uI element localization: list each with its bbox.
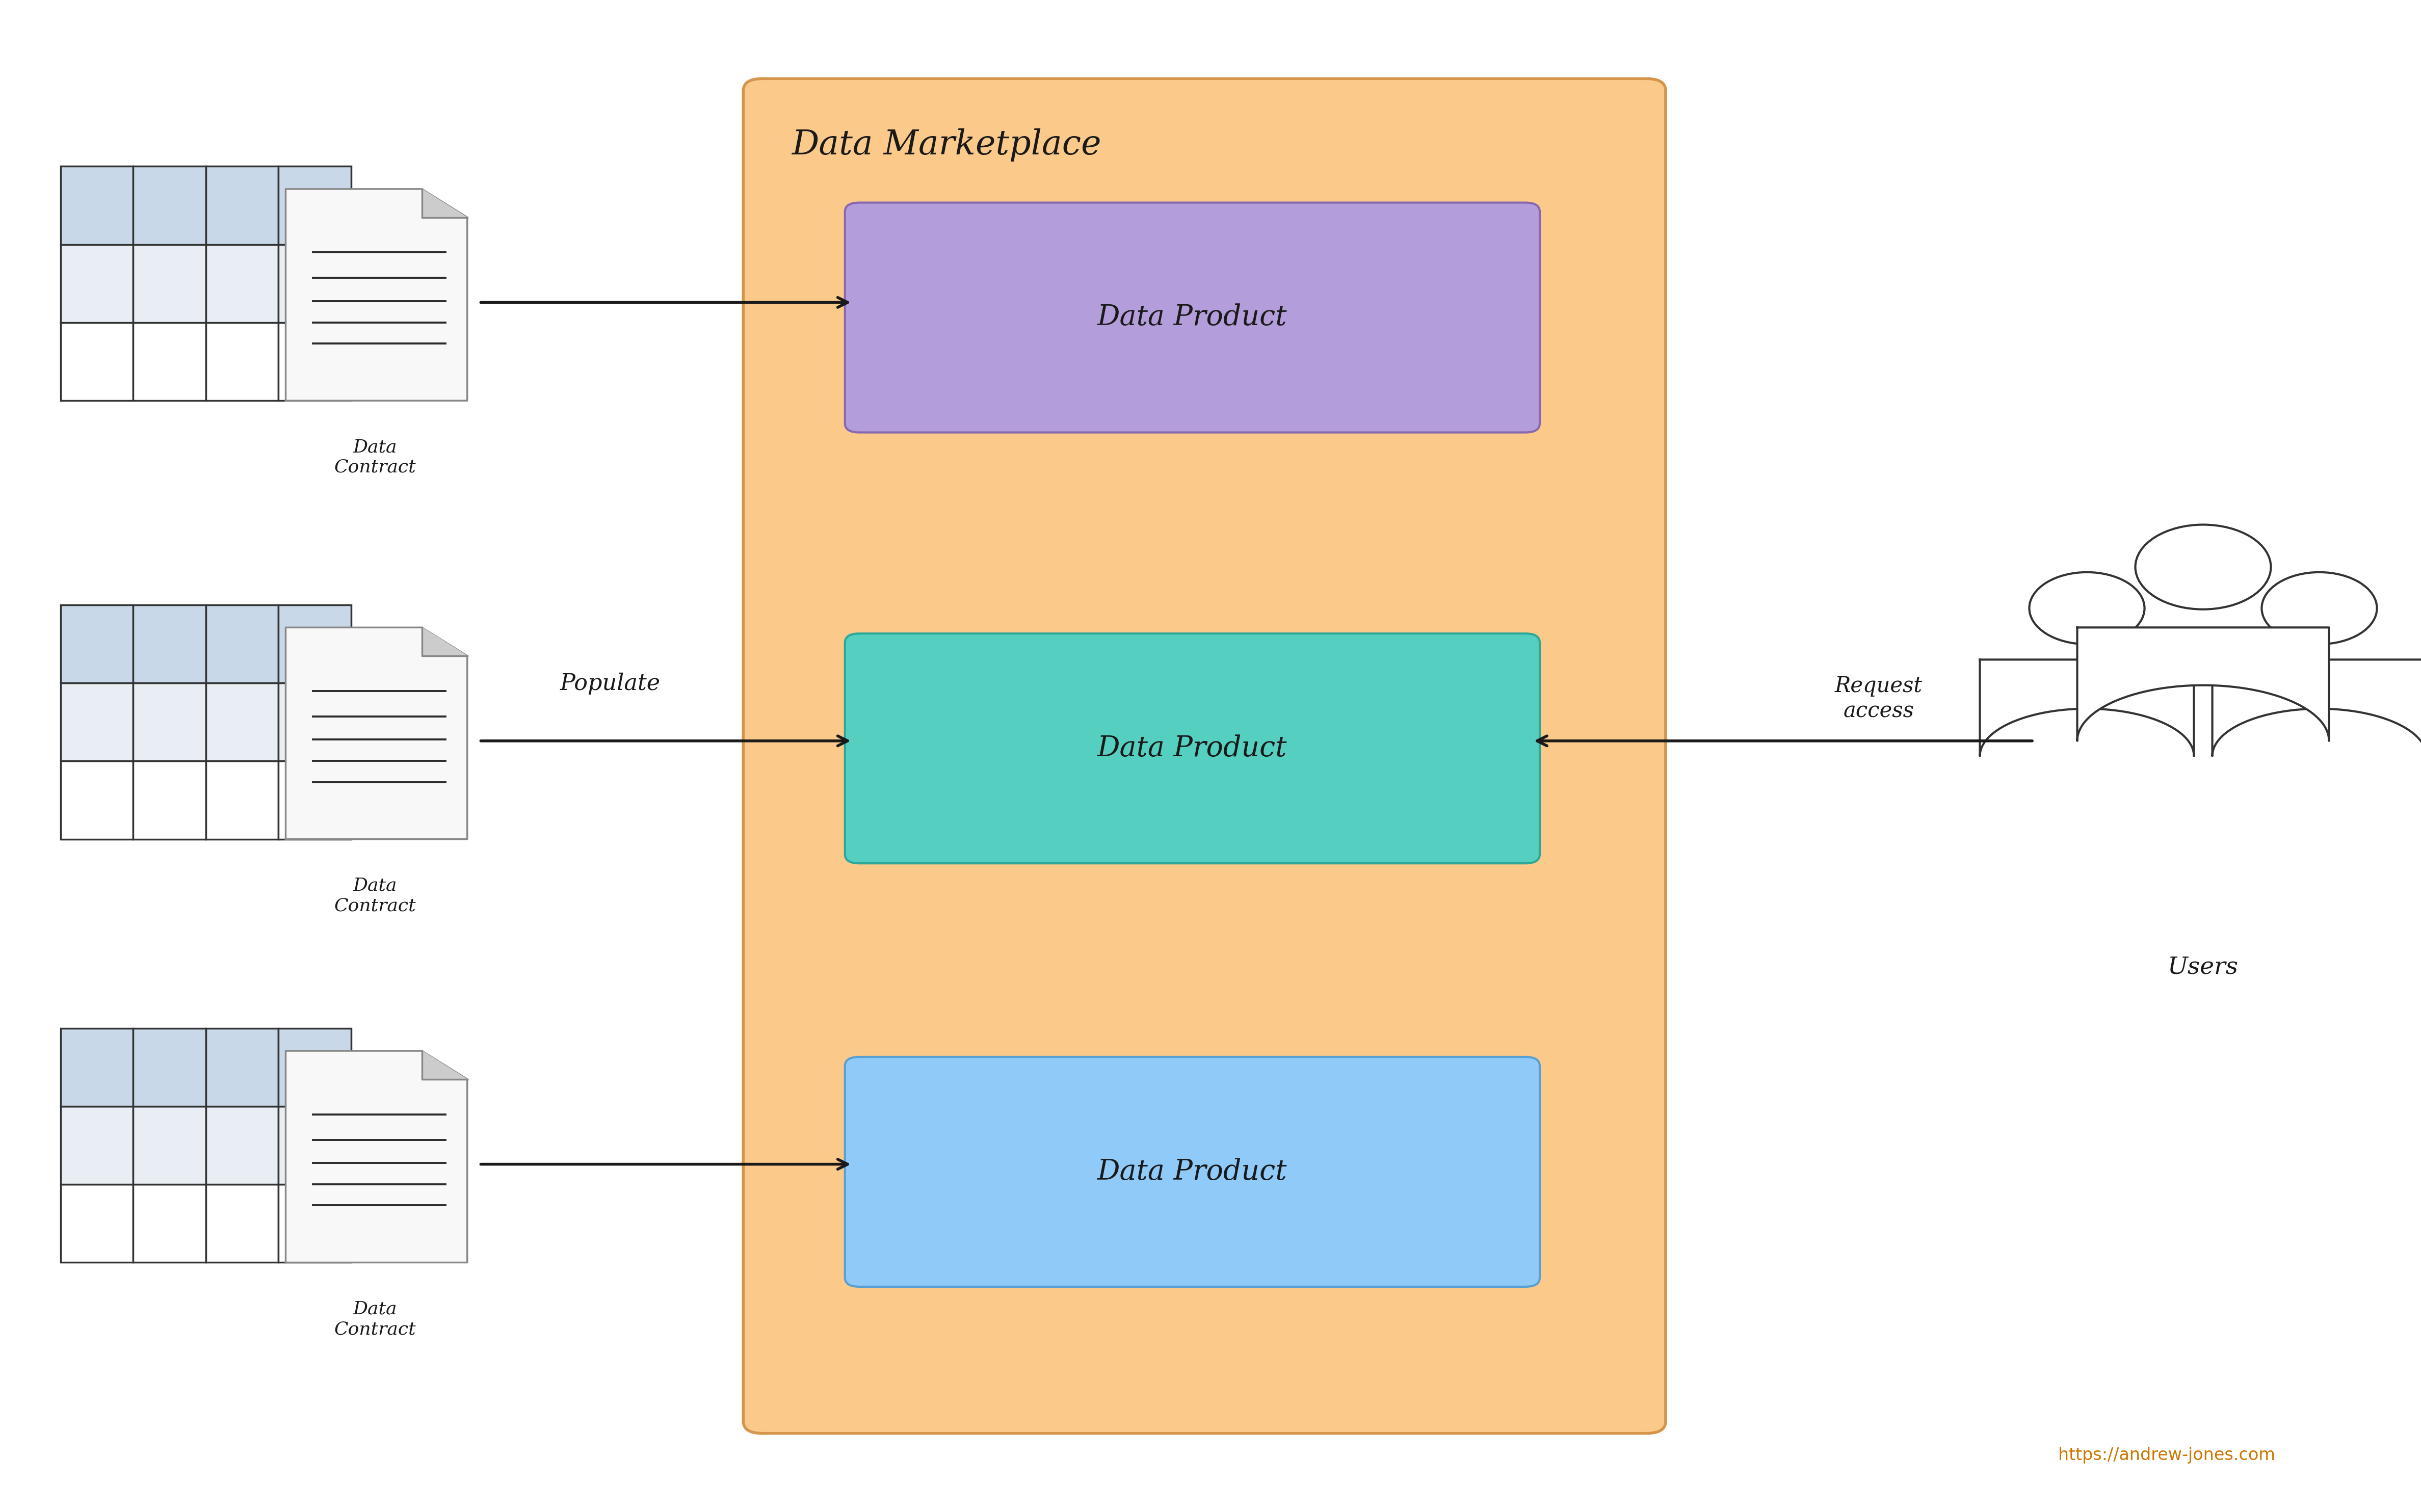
Text: Data Product: Data Product: [1097, 1158, 1288, 1185]
Bar: [61, 245, 133, 322]
Bar: [61, 322, 133, 401]
Text: Users: Users: [2167, 956, 2239, 978]
Bar: [61, 166, 133, 245]
Bar: [278, 166, 351, 245]
Bar: [206, 1107, 278, 1184]
Bar: [133, 166, 206, 245]
Polygon shape: [421, 189, 467, 218]
Bar: [133, 1028, 206, 1107]
Polygon shape: [421, 627, 467, 656]
Bar: [206, 1184, 278, 1263]
Text: Request
access: Request access: [1835, 676, 1922, 721]
FancyBboxPatch shape: [845, 1057, 1540, 1287]
Bar: [206, 1028, 278, 1107]
Polygon shape: [1980, 659, 2193, 756]
Bar: [206, 166, 278, 245]
FancyBboxPatch shape: [845, 203, 1540, 432]
Polygon shape: [286, 189, 467, 401]
Circle shape: [2261, 572, 2377, 644]
Bar: [278, 1184, 351, 1263]
Bar: [133, 605, 206, 683]
Bar: [133, 322, 206, 401]
Text: Populate: Populate: [559, 673, 661, 694]
FancyBboxPatch shape: [845, 634, 1540, 863]
Bar: [61, 761, 133, 839]
Text: https://andrew-jones.com: https://andrew-jones.com: [2058, 1447, 2276, 1464]
Bar: [61, 1028, 133, 1107]
Bar: [206, 761, 278, 839]
Bar: [206, 683, 278, 761]
Text: Data Marketplace: Data Marketplace: [792, 129, 1102, 162]
Bar: [61, 1184, 133, 1263]
Bar: [278, 245, 351, 322]
Bar: [206, 245, 278, 322]
Bar: [278, 761, 351, 839]
Bar: [133, 1184, 206, 1263]
Bar: [133, 245, 206, 322]
Bar: [278, 683, 351, 761]
Polygon shape: [2213, 659, 2421, 756]
Circle shape: [2135, 525, 2271, 609]
Bar: [206, 322, 278, 401]
Polygon shape: [421, 1051, 467, 1080]
Polygon shape: [2077, 627, 2329, 741]
Bar: [278, 1028, 351, 1107]
Bar: [278, 605, 351, 683]
Bar: [61, 683, 133, 761]
Bar: [278, 322, 351, 401]
FancyBboxPatch shape: [743, 79, 1666, 1433]
Bar: [133, 683, 206, 761]
Bar: [133, 761, 206, 839]
Text: Data
Contract: Data Contract: [334, 877, 416, 915]
Bar: [278, 1107, 351, 1184]
Text: Data
Contract: Data Contract: [334, 438, 416, 476]
Text: Data Product: Data Product: [1097, 304, 1288, 331]
Polygon shape: [286, 1051, 467, 1263]
Bar: [206, 605, 278, 683]
Bar: [61, 605, 133, 683]
Bar: [133, 1107, 206, 1184]
Circle shape: [2029, 572, 2145, 644]
Text: Data
Contract: Data Contract: [334, 1300, 416, 1338]
Bar: [61, 1107, 133, 1184]
Polygon shape: [286, 627, 467, 839]
Text: Data Product: Data Product: [1097, 735, 1288, 762]
